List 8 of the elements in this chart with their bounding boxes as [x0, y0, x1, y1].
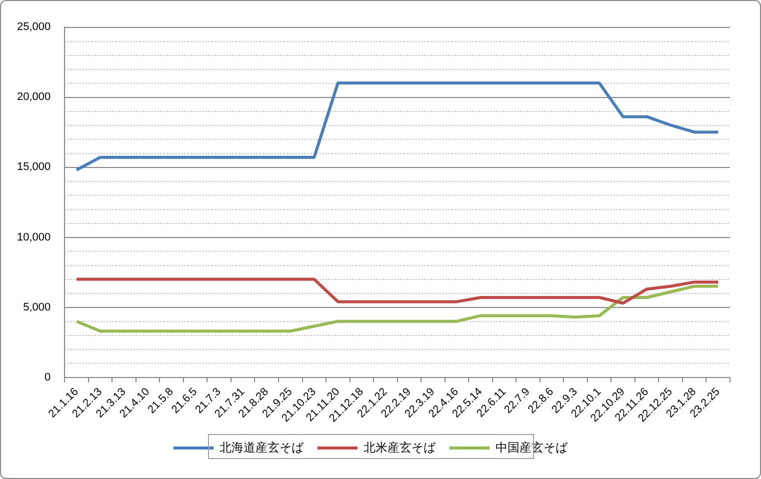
legend-label: 北海道産玄そば [220, 440, 304, 454]
y-tick-label: 20,000 [16, 91, 51, 104]
y-tick-label: 15,000 [16, 161, 51, 174]
y-tick-label: 10,000 [16, 231, 51, 244]
y-tick-label: 5,000 [23, 301, 51, 314]
y-tick-label: 0 [44, 371, 51, 384]
legend-label: 北米産玄そば [364, 440, 436, 454]
y-tick-label: 25,000 [16, 21, 51, 34]
